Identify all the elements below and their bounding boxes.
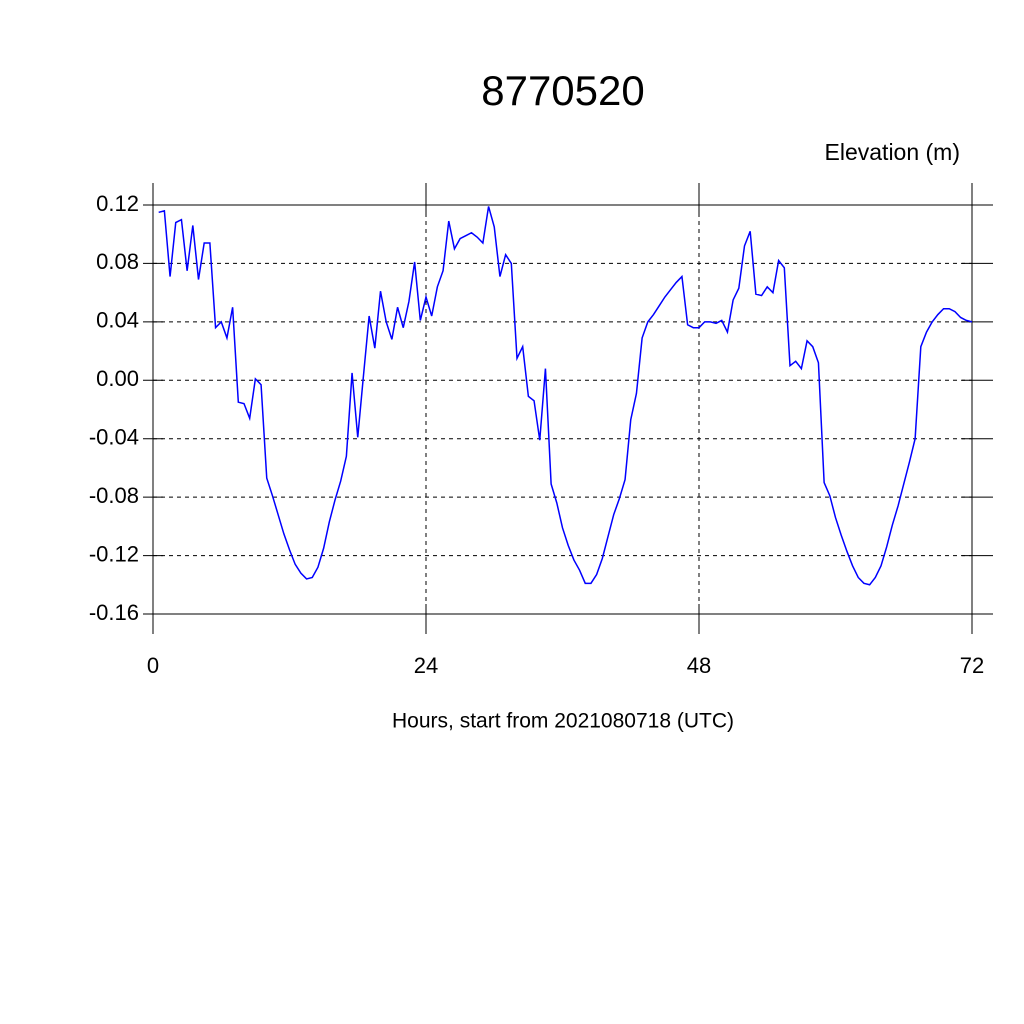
y-tick-label: 0.08 (96, 249, 139, 274)
x-tick-label: 0 (147, 653, 159, 678)
x-tick-label: 24 (414, 653, 438, 678)
y-tick-label: 0.00 (96, 366, 139, 391)
chart-title: 8770520 (481, 67, 645, 114)
plot-frame (152, 204, 973, 615)
y-tick-label: 0.04 (96, 308, 139, 333)
y-tick-label: -0.16 (89, 600, 139, 625)
y-tick-label: 0.12 (96, 191, 139, 216)
x-axis-label: Hours, start from 2021080718 (UTC) (392, 710, 734, 733)
data-line (158, 206, 973, 586)
y-tick-label: -0.12 (89, 541, 139, 566)
x-tick-label: 48 (687, 653, 711, 678)
y-tick-label: -0.04 (89, 425, 139, 450)
y-tick-label: -0.08 (89, 483, 139, 508)
x-tick-label: 72 (960, 653, 984, 678)
y-axis-label: Elevation (m) (825, 139, 960, 165)
